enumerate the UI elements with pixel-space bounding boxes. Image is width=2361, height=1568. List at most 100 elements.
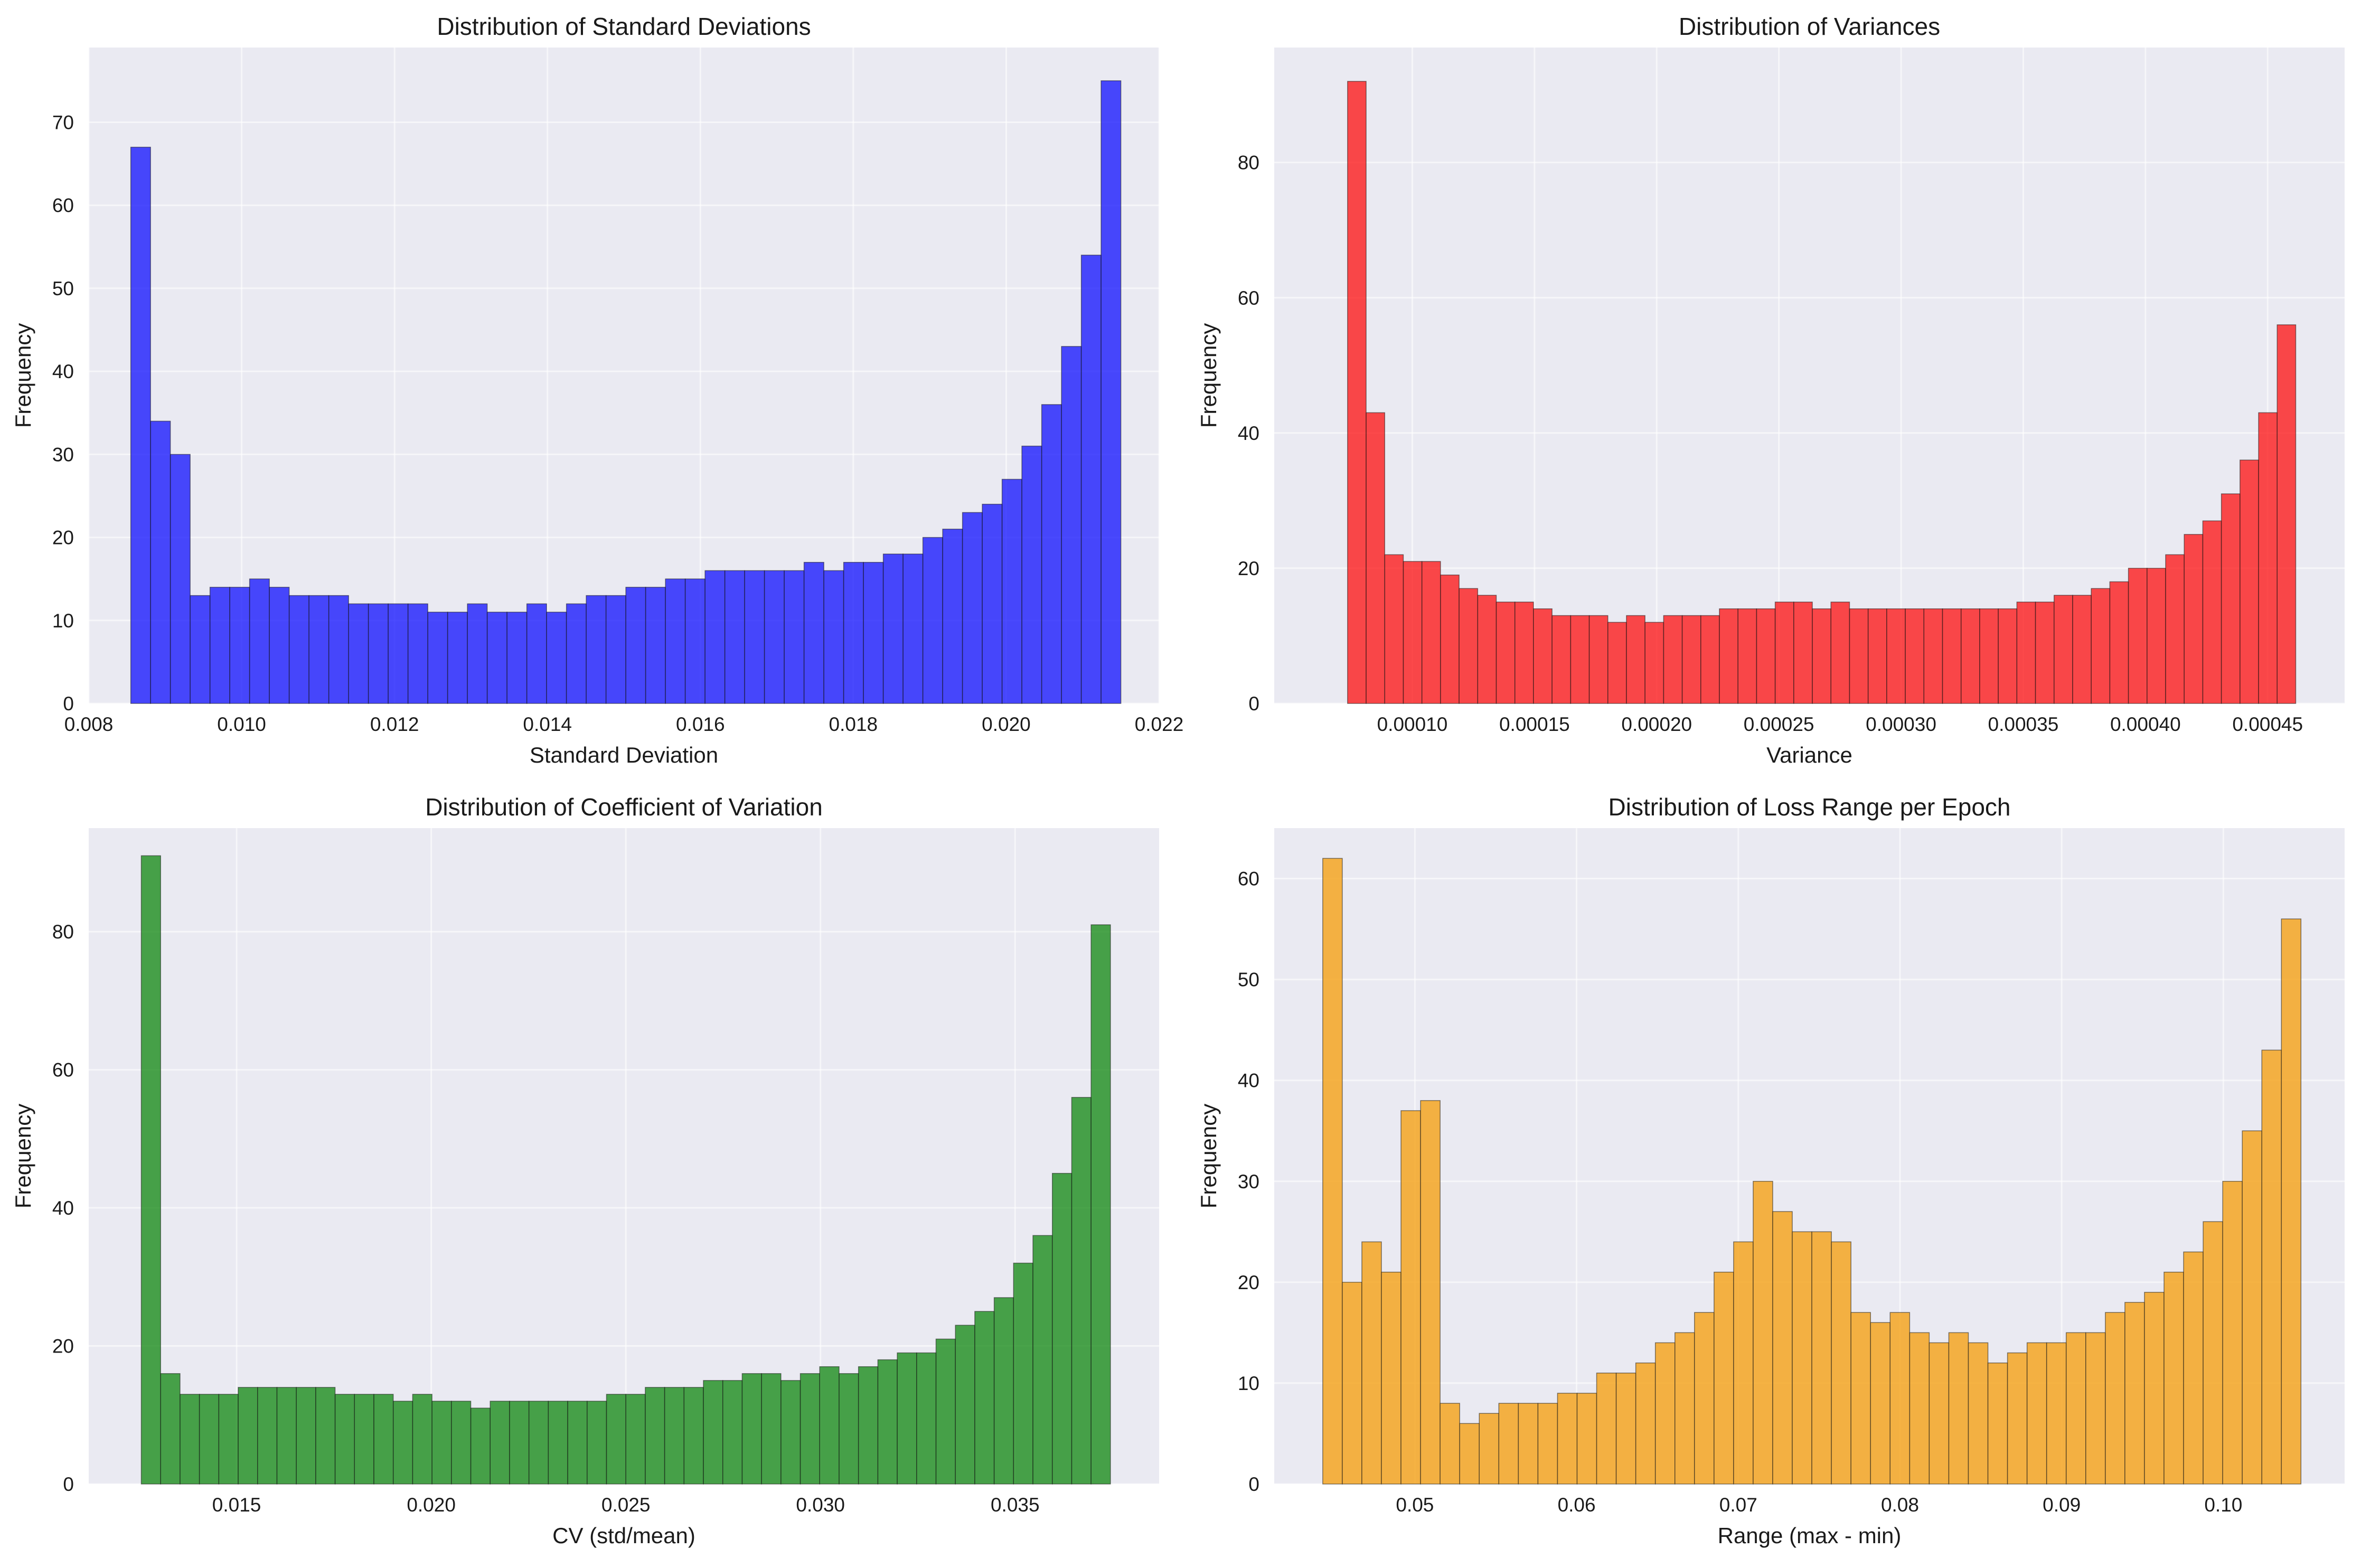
- y-tick-label: 0: [1248, 1473, 1259, 1495]
- histogram-bar: [803, 561, 824, 704]
- chart-title: Distribution of Coefficient of Variation: [425, 793, 823, 821]
- histogram-bar: [2202, 520, 2222, 704]
- y-tick-label: 70: [52, 111, 74, 133]
- histogram-bar: [843, 561, 864, 704]
- histogram-bar: [257, 1387, 278, 1485]
- histogram-bar: [2281, 918, 2302, 1485]
- histogram-bar: [1700, 615, 1720, 704]
- histogram-bar: [1477, 595, 1497, 704]
- histogram-bar: [916, 1352, 937, 1485]
- x-tick-label: 0.00045: [2232, 713, 2303, 735]
- histogram-bar: [703, 1380, 723, 1485]
- histogram-bar: [209, 587, 230, 704]
- x-tick-label: 0.008: [64, 713, 114, 735]
- histogram-bar: [819, 1366, 840, 1485]
- histogram-bar: [296, 1387, 316, 1485]
- histogram-bar: [1588, 615, 1609, 704]
- histogram-bar: [354, 1394, 374, 1485]
- histogram-bar: [2277, 324, 2297, 704]
- histogram-bar: [784, 570, 805, 704]
- histogram-bar: [334, 1394, 355, 1485]
- histogram-bar: [1001, 478, 1022, 704]
- histogram-bar: [1032, 1235, 1053, 1485]
- y-axis-label: Frequency: [11, 323, 35, 428]
- histogram-bar: [1756, 608, 1776, 704]
- histogram-bar: [2144, 1292, 2165, 1485]
- x-tick-label: 0.10: [2204, 1494, 2242, 1516]
- histogram-bar: [863, 561, 884, 704]
- histogram-bar: [1987, 1362, 2008, 1485]
- histogram-bar: [724, 570, 745, 704]
- histogram-bar: [1366, 412, 1386, 704]
- histogram-bar: [993, 1297, 1014, 1485]
- x-tick-label: 0.00025: [1744, 713, 1814, 735]
- y-axis-label: Frequency: [1196, 323, 1221, 428]
- histogram-bar: [858, 1366, 879, 1485]
- histogram-bar: [664, 1387, 685, 1485]
- histogram-bar: [328, 595, 349, 704]
- histogram-bar: [1644, 622, 1664, 704]
- histogram-bar: [1381, 1271, 1401, 1485]
- histogram-bar: [942, 529, 963, 704]
- histogram-bar: [2007, 1352, 2028, 1485]
- histogram-bar: [1518, 1403, 1539, 1485]
- histogram-bar: [1607, 622, 1627, 704]
- histogram-bar: [2183, 1251, 2204, 1485]
- x-tick-label: 0.07: [1719, 1494, 1757, 1516]
- y-tick-label: 20: [52, 527, 74, 549]
- histogram-bar: [269, 587, 290, 704]
- histogram-bar: [315, 1387, 336, 1485]
- y-tick-label: 10: [52, 610, 74, 632]
- histogram-bar: [955, 1325, 975, 1485]
- histogram-bar: [1626, 615, 1645, 704]
- histogram-bar: [935, 1338, 956, 1485]
- histogram-bar: [2261, 1049, 2282, 1485]
- histogram-bar: [1557, 1393, 1578, 1485]
- histogram-bar: [1719, 608, 1738, 704]
- y-axis-label: Frequency: [1196, 1104, 1221, 1208]
- x-tick-label: 0.012: [370, 713, 419, 735]
- histogram-bar: [1514, 602, 1534, 704]
- x-tick-label: 0.05: [1396, 1494, 1434, 1516]
- histogram-bar: [1674, 1332, 1695, 1485]
- y-tick-label: 40: [52, 361, 74, 382]
- histogram-bar: [1830, 602, 1850, 704]
- histogram-bar: [1811, 1231, 1832, 1485]
- x-axis-label: Range (max - min): [1718, 1523, 1902, 1548]
- histogram-bar: [190, 595, 211, 704]
- y-tick-label: 20: [1238, 1272, 1259, 1293]
- histogram-bar: [1979, 608, 1999, 704]
- histogram-bar: [1061, 346, 1082, 704]
- histogram-bar: [1753, 1181, 1773, 1485]
- x-axis-label: Variance: [1766, 743, 1852, 767]
- histogram-bar: [470, 1407, 491, 1485]
- x-tick-label: 0.020: [407, 1494, 456, 1516]
- x-tick-label: 0.06: [1558, 1494, 1596, 1516]
- y-tick-label: 0: [63, 693, 74, 715]
- histogram-bar: [1537, 1403, 1558, 1485]
- histogram-bar: [392, 1401, 413, 1485]
- histogram-bar: [1596, 1373, 1617, 1485]
- histogram-bar: [2242, 1130, 2262, 1485]
- histogram-bar: [1831, 1241, 1851, 1485]
- histogram-bar: [1570, 615, 1590, 704]
- histogram-bar: [645, 1387, 665, 1485]
- chart-title: Distribution of Loss Range per Epoch: [1609, 793, 2011, 821]
- histogram-bar: [1403, 561, 1423, 704]
- histogram-bar: [431, 1401, 452, 1485]
- histogram-bar: [1714, 1271, 1734, 1485]
- histogram-bar: [276, 1387, 297, 1485]
- histogram-bar: [2091, 588, 2111, 704]
- x-axis-label: Standard Deviation: [530, 743, 718, 767]
- histogram-bar: [1021, 445, 1042, 704]
- histogram-bar: [1998, 608, 2018, 704]
- histogram-bar: [586, 595, 607, 704]
- chart-panel-3: 0.015 0.020 0.025 0.030 0.035 0 20 40 60 80 Distri…: [11, 793, 1159, 1548]
- histogram-bar: [407, 603, 428, 704]
- y-tick-label: 0: [1248, 693, 1259, 715]
- histogram-bar: [1923, 608, 1943, 704]
- x-tick-label: 0.014: [523, 713, 572, 735]
- x-tick-label: 0.010: [217, 713, 266, 735]
- histogram-bar: [1576, 1393, 1597, 1485]
- histogram-bar: [1533, 608, 1553, 704]
